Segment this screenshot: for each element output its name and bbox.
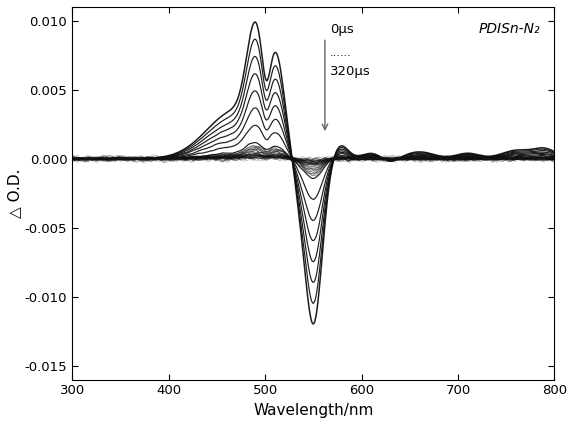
- Text: 0μs: 0μs: [329, 23, 354, 36]
- X-axis label: Wavelength/nm: Wavelength/nm: [253, 403, 374, 418]
- Text: PDISn-N₂: PDISn-N₂: [478, 22, 540, 36]
- Y-axis label: △ O.D.: △ O.D.: [7, 169, 22, 218]
- Text: ......: ......: [329, 48, 351, 58]
- Text: 320μs: 320μs: [329, 65, 370, 78]
